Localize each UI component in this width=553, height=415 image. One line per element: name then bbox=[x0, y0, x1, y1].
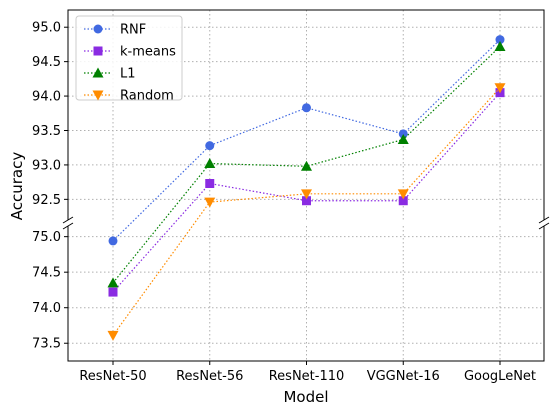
x-tick-label: ResNet-56 bbox=[176, 369, 243, 384]
data-point-l1 bbox=[494, 40, 506, 51]
series-line-random bbox=[112, 87, 501, 336]
data-point-l1 bbox=[301, 160, 312, 171]
data-point-rnf bbox=[205, 141, 215, 151]
grid-layer bbox=[68, 10, 544, 361]
data-point-l1 bbox=[107, 277, 119, 288]
data-point-rnf bbox=[495, 35, 505, 45]
legend: RNF k-means L1 Random bbox=[75, 15, 183, 104]
data-point-l1 bbox=[397, 133, 409, 144]
y-tick-label: 74.5 bbox=[32, 266, 61, 281]
data-point-rnf bbox=[108, 236, 118, 246]
x-tick-label: VGGNet-16 bbox=[367, 369, 440, 384]
data-point-random bbox=[204, 197, 216, 208]
data-point-k-means bbox=[302, 196, 311, 206]
y-tick-label: 93.5 bbox=[32, 124, 61, 139]
data-point-k-means bbox=[108, 287, 118, 297]
legend-marker-rnf bbox=[93, 24, 103, 34]
legend-label-random: Random bbox=[120, 89, 174, 104]
y-tick-label: 74.0 bbox=[32, 301, 61, 316]
upper-panel-frame bbox=[67, 9, 545, 220]
axis-break-mark bbox=[62, 222, 74, 230]
legend-box bbox=[75, 15, 183, 101]
y-tick-label: 92.5 bbox=[32, 193, 61, 208]
y-axis-title: Accuracy bbox=[8, 152, 26, 221]
y-tick-label: 94.5 bbox=[32, 55, 61, 70]
data-point-random bbox=[107, 330, 119, 341]
data-point-random bbox=[301, 189, 312, 200]
series-layer bbox=[107, 35, 506, 341]
data-point-k-means bbox=[205, 179, 215, 189]
legend-marker-random bbox=[92, 90, 104, 101]
series-line-k-means bbox=[112, 92, 501, 293]
y-tick-label: 93.0 bbox=[32, 158, 61, 173]
data-point-random bbox=[494, 83, 506, 94]
legend-label-l1: L1 bbox=[120, 67, 136, 82]
x-tick-label: GoogLeNet bbox=[464, 369, 536, 384]
legend-label-k-means: k-means bbox=[120, 45, 176, 60]
legend-marker-l1 bbox=[92, 67, 104, 78]
legend-marker-k-means bbox=[93, 46, 103, 56]
axis-break-mark bbox=[538, 222, 550, 230]
data-point-l1 bbox=[204, 158, 216, 169]
y-tick-label: 75.0 bbox=[32, 230, 61, 245]
y-tick-label: 94.0 bbox=[32, 90, 61, 105]
x-tick-label: ResNet-50 bbox=[79, 369, 146, 384]
data-point-rnf bbox=[398, 129, 408, 139]
data-point-rnf bbox=[302, 103, 311, 113]
legend-label-rnf: RNF bbox=[120, 23, 146, 38]
x-tick-label: ResNet-110 bbox=[269, 369, 345, 384]
y-tick-label: 95.0 bbox=[32, 21, 61, 36]
y-tick-label: 73.5 bbox=[32, 337, 61, 352]
data-point-random bbox=[397, 189, 409, 200]
data-point-k-means bbox=[398, 196, 408, 206]
series-line-l1 bbox=[112, 46, 501, 284]
axis-break-mark bbox=[538, 216, 550, 224]
axis-break-mark bbox=[62, 216, 74, 224]
x-axis-title: Model bbox=[283, 388, 328, 406]
ticks-layer: 92.5 93.0 93.5 94.0 94.5 95.0 73.5 74.0 74.5 75.0… bbox=[32, 21, 536, 384]
